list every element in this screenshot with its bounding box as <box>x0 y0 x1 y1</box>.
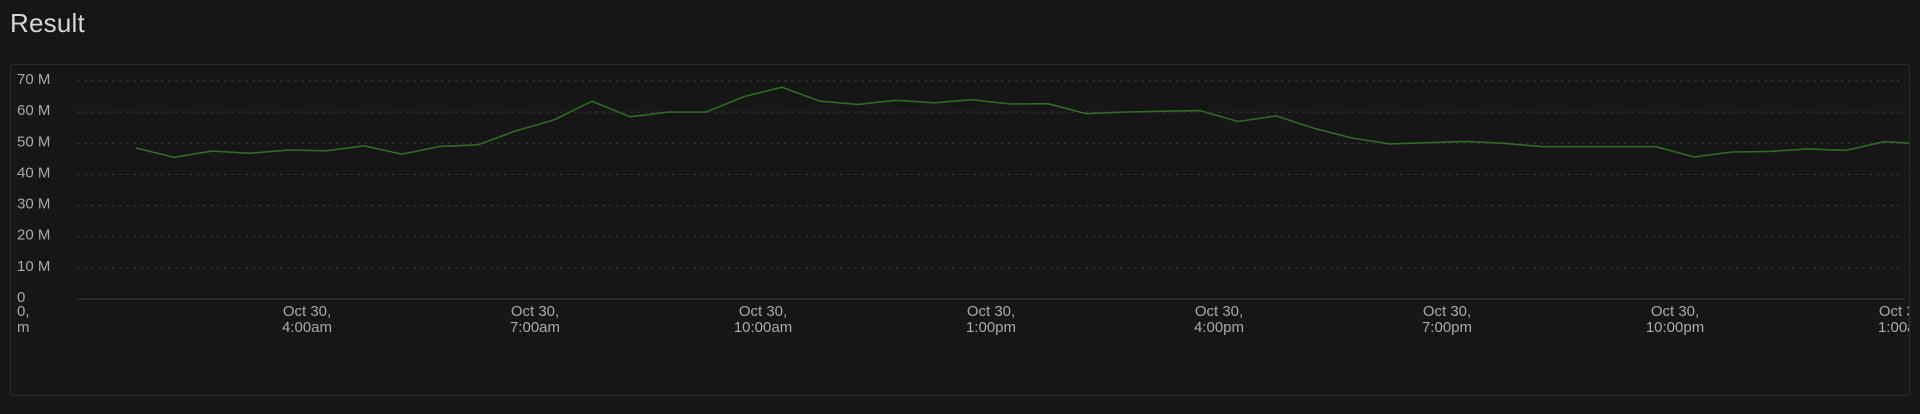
y-axis-ticks: 70 M 60 M 50 M 40 M 30 M 20 M 10 M 0 <box>17 71 50 306</box>
data-point[interactable] <box>666 110 671 115</box>
data-point[interactable] <box>1882 139 1887 144</box>
data-point[interactable] <box>970 97 975 102</box>
data-point[interactable] <box>134 146 139 151</box>
y-tick-label: 60 M <box>17 102 50 119</box>
data-point[interactable] <box>1844 148 1849 153</box>
data-point[interactable] <box>780 85 785 90</box>
grid-lines <box>77 80 1905 300</box>
data-point[interactable] <box>1540 144 1545 149</box>
data-point[interactable] <box>1426 140 1431 145</box>
data-point[interactable] <box>1388 141 1393 146</box>
data-point[interactable] <box>1274 113 1279 118</box>
data-point[interactable] <box>590 99 595 104</box>
x-tick-label: 0, m <box>17 303 30 336</box>
data-point[interactable] <box>210 149 215 154</box>
data-point[interactable] <box>932 100 937 105</box>
data-point[interactable] <box>438 144 443 149</box>
series-line[interactable] <box>135 86 1909 159</box>
data-point[interactable] <box>1692 155 1697 160</box>
data-point[interactable] <box>1616 144 1621 149</box>
data-point[interactable] <box>400 152 405 157</box>
x-tick-label: Oct 30, 10:00pm <box>1646 303 1704 336</box>
line-chart[interactable]: 70 M 60 M 50 M 40 M 30 M 20 M 10 M 0 0, m Oct 30,… <box>11 65 1909 395</box>
data-point[interactable] <box>286 148 291 153</box>
y-tick-label: 10 M <box>17 258 50 275</box>
data-point[interactable] <box>248 151 253 156</box>
y-tick-label: 70 M <box>17 71 50 88</box>
y-tick-label: 0 <box>17 289 25 306</box>
data-point[interactable] <box>552 117 557 122</box>
data-point[interactable] <box>514 128 519 133</box>
data-point[interactable] <box>1008 102 1013 107</box>
data-point[interactable] <box>1730 150 1735 155</box>
y-tick-label: 50 M <box>17 133 50 150</box>
data-point[interactable] <box>856 102 861 107</box>
x-tick-label: Oct 30, 10:00am <box>734 303 792 336</box>
data-point[interactable] <box>1084 111 1089 116</box>
x-tick-label: Oct 30, 1:00pm <box>966 303 1016 336</box>
y-tick-label: 30 M <box>17 196 50 213</box>
data-point[interactable] <box>1768 149 1773 154</box>
data-point[interactable] <box>894 98 899 103</box>
data-point[interactable] <box>1236 119 1241 124</box>
data-point[interactable] <box>1122 110 1127 115</box>
data-point[interactable] <box>1502 141 1507 146</box>
x-tick-label: Oct 31,1:00am <box>1878 303 1909 336</box>
data-point[interactable] <box>1350 136 1355 141</box>
x-tick-label: Oct 30, 4:00am <box>282 303 332 336</box>
y-tick-label: 20 M <box>17 227 50 244</box>
data-point[interactable] <box>324 148 329 153</box>
x-tick-label: Oct 30, 7:00pm <box>1422 303 1472 336</box>
data-point[interactable] <box>1654 144 1659 149</box>
data-point[interactable] <box>1464 139 1469 144</box>
x-axis-ticks: 0, m Oct 30, 4:00am Oct 30, 7:00am Oct 30, 10:0… <box>17 303 1909 336</box>
y-tick-label: 40 M <box>17 164 50 181</box>
data-point[interactable] <box>1160 109 1165 114</box>
x-tick-label: Oct 30, 4:00pm <box>1194 303 1244 336</box>
data-point[interactable] <box>476 142 481 147</box>
data-point[interactable] <box>1312 126 1317 131</box>
data-point[interactable] <box>742 94 747 99</box>
data-point[interactable] <box>362 143 367 148</box>
page-title: Result <box>10 8 85 38</box>
data-point[interactable] <box>818 99 823 104</box>
x-tick-label: Oct 30, 7:00am <box>510 303 560 336</box>
series-layer <box>134 85 1909 160</box>
chart-panel: 70 M 60 M 50 M 40 M 30 M 20 M 10 M 0 0, m Oct 30,… <box>10 64 1910 396</box>
data-point[interactable] <box>628 114 633 119</box>
data-point[interactable] <box>1046 101 1051 106</box>
data-point[interactable] <box>172 155 177 160</box>
data-point[interactable] <box>1806 146 1811 151</box>
data-point[interactable] <box>1578 144 1583 149</box>
data-point[interactable] <box>704 110 709 115</box>
data-point[interactable] <box>1198 108 1203 113</box>
